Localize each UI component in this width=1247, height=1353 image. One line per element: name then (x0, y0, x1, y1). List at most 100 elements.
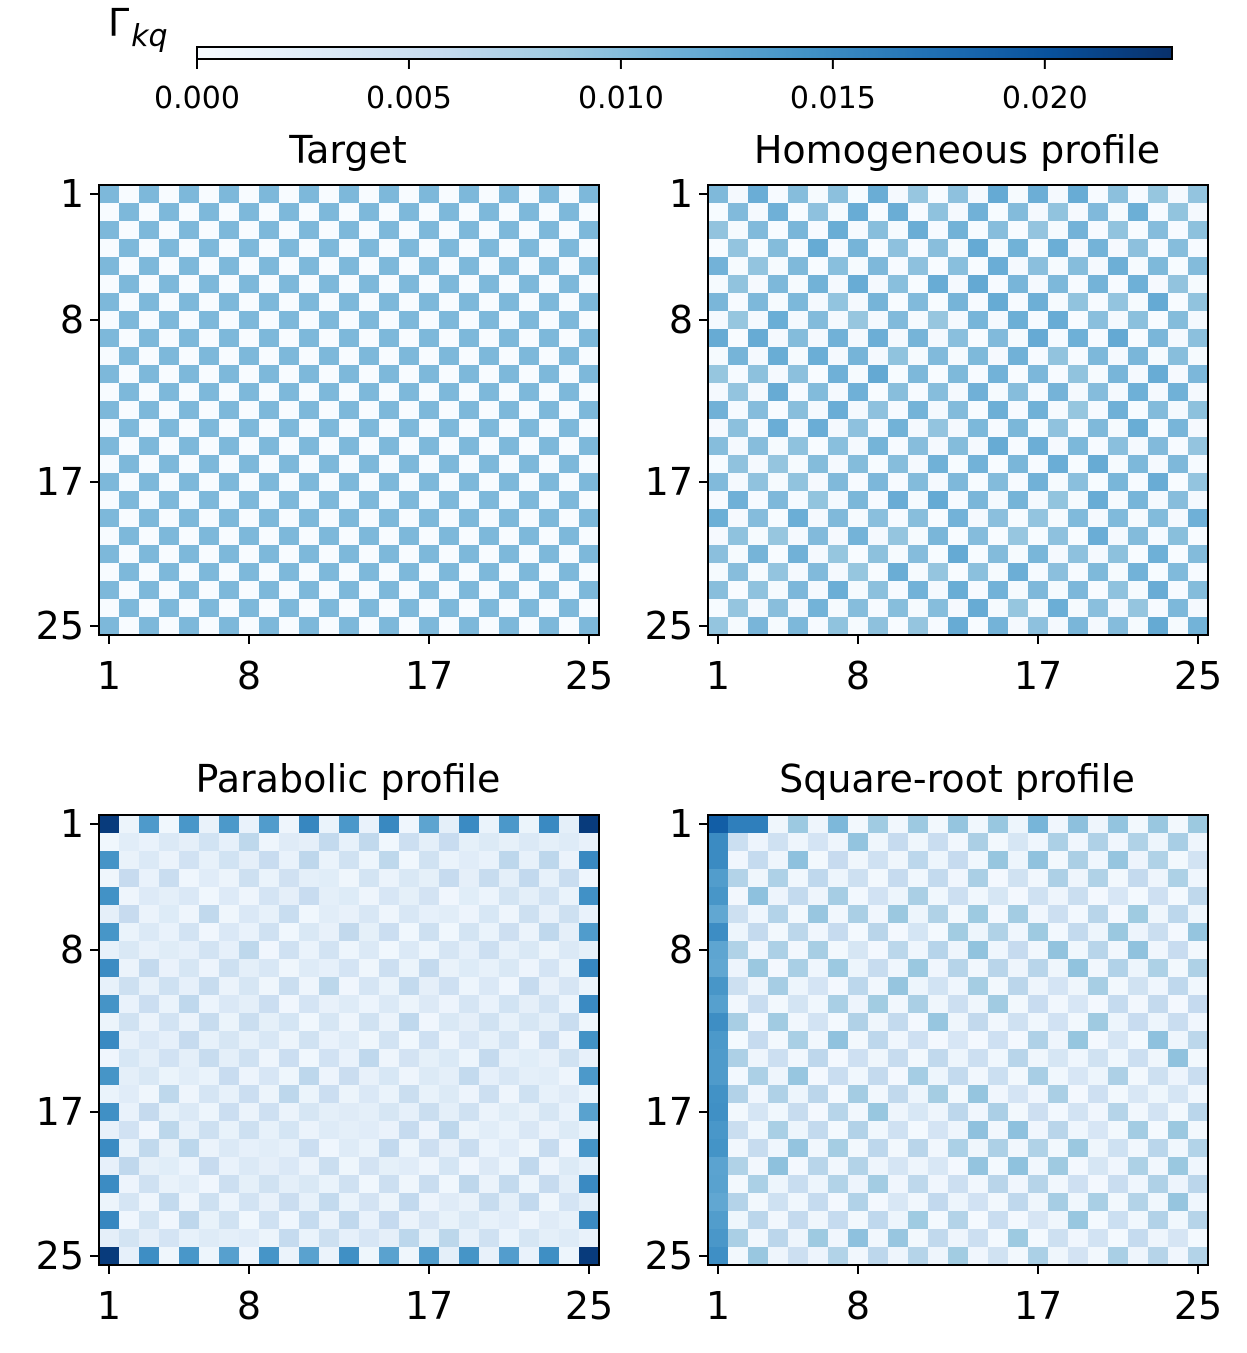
panel-title: Square-root profile (779, 757, 1135, 801)
heatmap-cell (179, 851, 200, 870)
heatmap-cell (179, 563, 200, 582)
heatmap-cell (159, 419, 180, 438)
heatmap-cell (299, 995, 320, 1014)
heatmap-cell (299, 1031, 320, 1050)
heatmap-cell (139, 1175, 160, 1194)
heatmap-cell (539, 1247, 560, 1266)
heatmap-cell (788, 491, 809, 510)
heatmap-cell (419, 527, 440, 546)
heatmap-cell (339, 959, 360, 978)
heatmap-cell (259, 311, 280, 330)
plot-frame (707, 184, 1209, 636)
heatmap-cell (479, 833, 500, 852)
heatmap-cell (419, 869, 440, 888)
heatmap-cell (579, 599, 600, 618)
heatmap-cell (728, 581, 749, 600)
heatmap-cell (99, 347, 120, 366)
heatmap-cell (119, 1049, 140, 1068)
heatmap-cell (768, 959, 789, 978)
heatmap-cell (319, 833, 340, 852)
heatmap-cell (1088, 617, 1109, 636)
heatmap-cell (239, 1193, 260, 1212)
heatmap-cell (399, 185, 420, 204)
heatmap-cell (439, 1193, 460, 1212)
heatmap-cell (519, 437, 540, 456)
heatmap-cell (399, 1013, 420, 1032)
heatmap-cell (908, 1157, 929, 1176)
heatmap-cell (559, 275, 580, 294)
heatmap-cell (199, 1085, 220, 1104)
heatmap-cell (968, 1121, 989, 1140)
heatmap-cell (99, 995, 120, 1014)
heatmap-cell (1088, 185, 1109, 204)
heatmap-cell (559, 257, 580, 276)
heatmap-cell (139, 419, 160, 438)
heatmap-cell (708, 1013, 729, 1032)
heatmap-cell (179, 419, 200, 438)
heatmap-cell (1008, 185, 1029, 204)
heatmap-cell (199, 257, 220, 276)
heatmap-cell (768, 1229, 789, 1248)
heatmap-cell (199, 905, 220, 924)
heatmap-cell (1008, 1193, 1029, 1212)
heatmap-cell (419, 1013, 440, 1032)
heatmap-cell (219, 275, 240, 294)
heatmap-cell (728, 1121, 749, 1140)
heatmap-cell (848, 311, 869, 330)
heatmap-cell (1148, 1175, 1169, 1194)
heatmap-cell (159, 383, 180, 402)
heatmap-cell (1128, 329, 1149, 348)
heatmap-cell (708, 383, 729, 402)
heatmap-cell (788, 1175, 809, 1194)
heatmap-cell (539, 851, 560, 870)
heatmap-cell (848, 527, 869, 546)
heatmap-cell (988, 203, 1009, 222)
heatmap-cell (379, 617, 400, 636)
heatmap-cell (1068, 311, 1089, 330)
heatmap-cell (948, 437, 969, 456)
heatmap-cell (788, 995, 809, 1014)
heatmap-cell (519, 1229, 540, 1248)
heatmap-cell (159, 221, 180, 240)
heatmap-cell (828, 1067, 849, 1086)
heatmap-cell (459, 455, 480, 474)
heatmap-cell (159, 995, 180, 1014)
heatmap-cell (499, 491, 520, 510)
heatmap-cell (239, 977, 260, 996)
heatmap-cell (459, 1211, 480, 1230)
heatmap-cell (339, 815, 360, 834)
heatmap-cell (519, 1157, 540, 1176)
heatmap-cell (159, 581, 180, 600)
y-tick-label: 25 (645, 1234, 693, 1278)
heatmap-cell (808, 1013, 829, 1032)
heatmap-cell (828, 419, 849, 438)
heatmap-cell (708, 1103, 729, 1122)
heatmap-cell (788, 455, 809, 474)
heatmap-cell (119, 455, 140, 474)
heatmap-cell (319, 1121, 340, 1140)
heatmap-cell (319, 599, 340, 618)
heatmap-cell (319, 455, 340, 474)
heatmap-cell (908, 887, 929, 906)
heatmap-cell (379, 941, 400, 960)
heatmap-cell (1188, 383, 1209, 402)
heatmap-cell (139, 311, 160, 330)
heatmap-cell (1188, 977, 1209, 996)
heatmap-cell (479, 1049, 500, 1068)
heatmap-cell (219, 257, 240, 276)
heatmap-cell (519, 239, 540, 258)
heatmap-cell (708, 815, 729, 834)
heatmap-cell (828, 527, 849, 546)
heatmap-cell (1148, 599, 1169, 618)
heatmap-cell (1088, 509, 1109, 528)
heatmap-cell (99, 185, 120, 204)
heatmap-cell (379, 293, 400, 312)
heatmap-cell (908, 977, 929, 996)
heatmap-cell (559, 509, 580, 528)
heatmap-cell (119, 419, 140, 438)
heatmap-cell (479, 509, 500, 528)
heatmap-cell (968, 1103, 989, 1122)
heatmap-cell (988, 1067, 1009, 1086)
heatmap-cell (888, 437, 909, 456)
heatmap-cell (1088, 581, 1109, 600)
